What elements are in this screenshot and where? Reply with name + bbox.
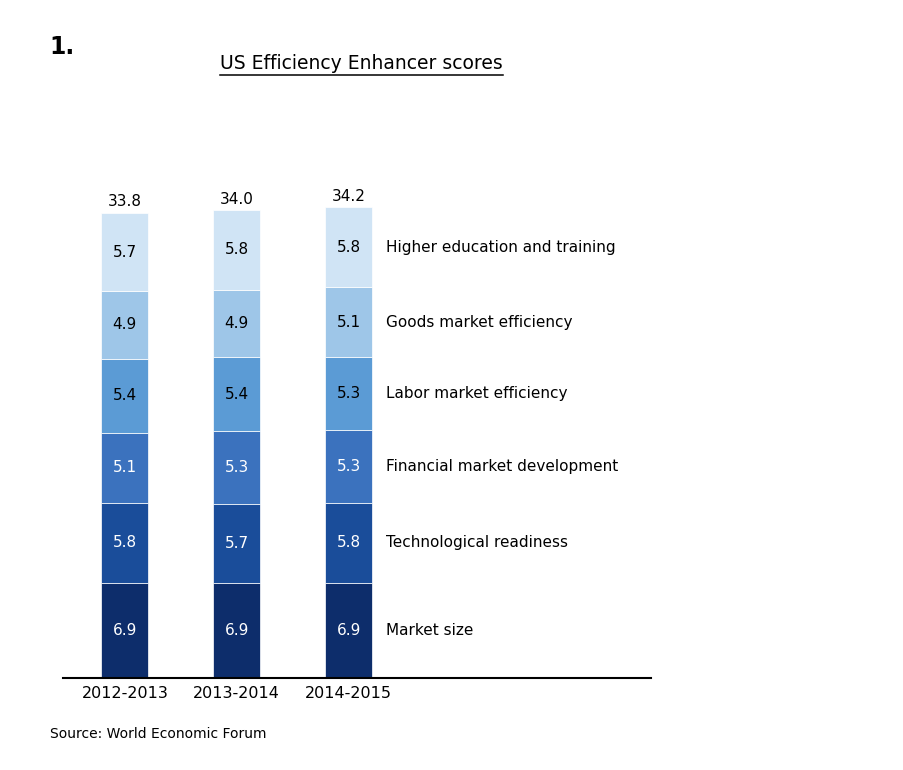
Text: Market size: Market size: [386, 623, 472, 638]
Text: Financial market development: Financial market development: [386, 459, 617, 474]
Bar: [101, 291, 148, 359]
Text: 5.4: 5.4: [225, 387, 248, 402]
Bar: [213, 357, 260, 431]
Text: 5.8: 5.8: [113, 535, 136, 551]
Text: 4.9: 4.9: [224, 316, 248, 331]
Text: 6.9: 6.9: [113, 623, 137, 638]
Text: 5.1: 5.1: [336, 315, 360, 330]
Text: 34.0: 34.0: [219, 192, 254, 206]
Bar: [101, 583, 148, 678]
Text: Technological readiness: Technological readiness: [386, 535, 567, 551]
Bar: [213, 431, 260, 504]
Bar: [213, 290, 260, 357]
Text: 5.3: 5.3: [336, 459, 360, 474]
Text: Labor market efficiency: Labor market efficiency: [386, 387, 566, 401]
Bar: [213, 210, 260, 290]
Text: 6.9: 6.9: [224, 623, 248, 638]
Text: 5.3: 5.3: [336, 387, 360, 401]
Bar: [101, 359, 148, 433]
Text: 5.7: 5.7: [225, 536, 248, 551]
Bar: [325, 287, 372, 357]
Text: Higher education and training: Higher education and training: [386, 239, 615, 255]
Text: Goods market efficiency: Goods market efficiency: [386, 315, 572, 330]
Bar: [101, 213, 148, 291]
Text: Source: World Economic Forum: Source: World Economic Forum: [50, 727, 265, 741]
Text: 33.8: 33.8: [107, 194, 142, 209]
Text: 5.3: 5.3: [224, 460, 248, 475]
Text: 34.2: 34.2: [331, 189, 365, 204]
Text: 5.8: 5.8: [336, 239, 360, 255]
Bar: [101, 503, 148, 583]
Bar: [325, 503, 372, 583]
Bar: [101, 433, 148, 503]
Bar: [213, 583, 260, 678]
Text: 5.8: 5.8: [336, 535, 360, 551]
Text: 5.4: 5.4: [113, 388, 136, 403]
Text: 5.1: 5.1: [113, 460, 136, 475]
Text: 4.9: 4.9: [113, 317, 137, 333]
Bar: [325, 430, 372, 503]
Text: US Efficiency Enhancer scores: US Efficiency Enhancer scores: [220, 54, 502, 73]
Text: 5.8: 5.8: [225, 243, 248, 257]
Bar: [325, 207, 372, 287]
Text: 6.9: 6.9: [336, 623, 360, 638]
Text: 5.7: 5.7: [113, 245, 136, 259]
Bar: [325, 357, 372, 430]
Bar: [213, 504, 260, 583]
Text: 1.: 1.: [50, 35, 75, 59]
Bar: [325, 583, 372, 678]
